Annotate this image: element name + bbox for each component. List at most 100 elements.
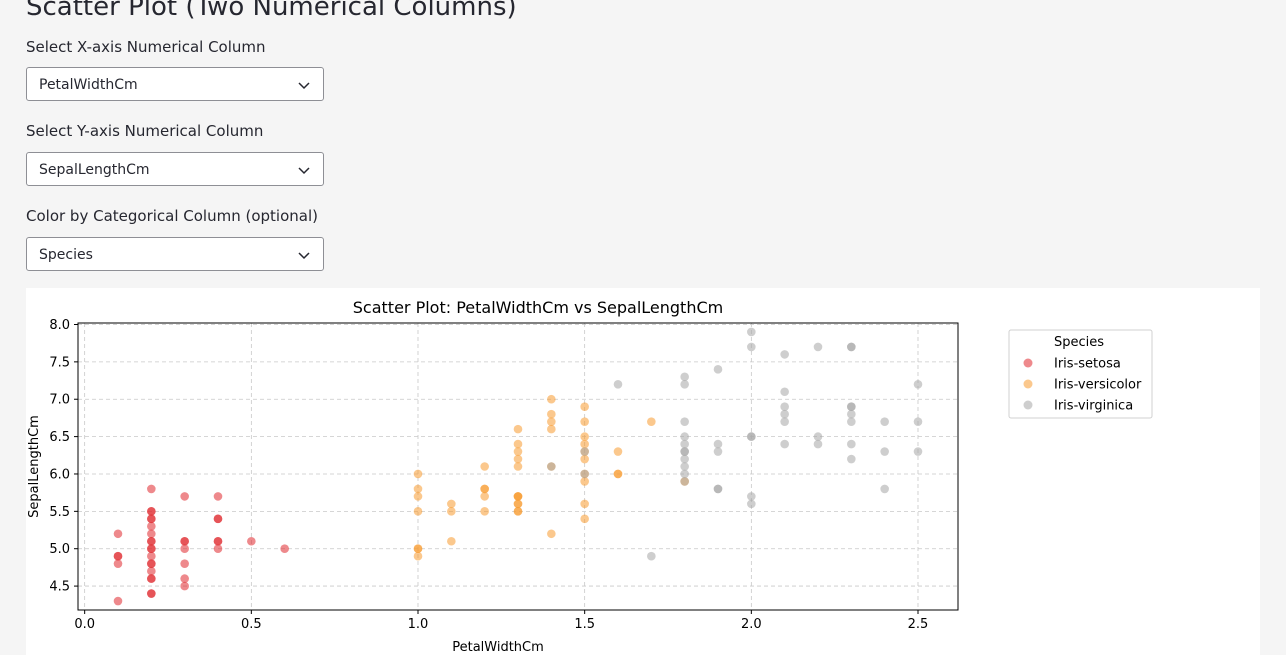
data-point	[780, 409, 789, 419]
color-select-value: Species	[39, 247, 93, 263]
data-point	[547, 394, 556, 404]
data-point	[147, 529, 156, 539]
chevron-down-icon	[298, 167, 310, 175]
scatter-chart: 0.0 0.5 1.0 1.5 2.0 2.5 4.5 5.0 5.5 6.0 6.5 7.0 7.5 8…	[27, 298, 1153, 655]
data-point	[580, 454, 589, 464]
data-point	[413, 469, 423, 479]
data-point	[413, 544, 423, 554]
data-point	[513, 447, 523, 456]
data-point	[647, 551, 656, 561]
data-point	[280, 544, 289, 554]
data-point	[680, 462, 689, 471]
data-point	[647, 417, 656, 426]
x-axis-label: PetalWidthCm	[452, 640, 544, 655]
data-point	[913, 417, 923, 426]
y-tick-label: 5.5	[49, 505, 70, 520]
x-tick-label: 1.5	[574, 617, 595, 632]
color-select-label: Color by Categorical Column (optional)	[26, 207, 318, 225]
color-by-select[interactable]: Species	[26, 237, 324, 271]
data-point	[780, 402, 789, 412]
y-tick-label: 7.0	[49, 393, 70, 408]
chart-title: Scatter Plot: PetalWidthCm vs SepalLengt…	[353, 298, 723, 317]
data-point	[580, 447, 589, 456]
y-axis-select-value: SepalLengthCm	[39, 162, 150, 178]
data-point	[847, 439, 856, 449]
data-point	[147, 521, 156, 531]
legend-marker	[1023, 379, 1033, 389]
data-point	[680, 432, 689, 441]
legend: Species Iris-setosa Iris-versicolor Iris-vi…	[1008, 329, 1153, 419]
data-point	[747, 499, 756, 509]
data-point	[680, 439, 689, 449]
data-point	[147, 551, 156, 561]
data-point	[580, 402, 589, 412]
data-point	[847, 342, 856, 352]
data-point	[547, 417, 556, 426]
data-point	[147, 559, 156, 568]
data-point	[580, 499, 589, 509]
data-point	[680, 477, 689, 486]
legend-marker	[1023, 358, 1033, 368]
x-tick-label: 2.5	[908, 617, 929, 632]
x-tick-label: 0.0	[74, 617, 95, 632]
data-point	[413, 551, 423, 561]
plot-frame	[77, 322, 959, 611]
x-axis-select[interactable]: PetalWidthCm	[26, 67, 324, 101]
data-point	[713, 447, 723, 456]
data-point	[880, 484, 889, 494]
data-point	[513, 424, 523, 434]
data-point	[713, 439, 723, 449]
data-point	[580, 439, 589, 449]
data-point	[780, 417, 789, 426]
y-tick-label: 6.5	[49, 430, 70, 445]
x-axis-select-value: PetalWidthCm	[39, 77, 138, 93]
data-point	[680, 469, 689, 479]
data-point	[780, 350, 789, 359]
data-point	[580, 469, 589, 479]
data-point	[680, 417, 689, 426]
data-point	[447, 536, 456, 546]
data-point	[113, 529, 123, 539]
page-title: Scatter Plot (Two Numerical Columns)	[26, 0, 517, 22]
data-point	[847, 402, 856, 412]
data-point	[147, 536, 156, 546]
chart-panel: 0.0 0.5 1.0 1.5 2.0 2.5 4.5 5.0 5.5 6.0 6.5 7.0 7.5 8…	[26, 288, 1260, 655]
y-axis-select[interactable]: SepalLengthCm	[26, 152, 324, 186]
data-point	[680, 379, 689, 389]
data-point	[813, 439, 823, 449]
x-tick-label: 0.5	[241, 617, 262, 632]
x-axis-select-label: Select X-axis Numerical Column	[26, 38, 266, 56]
data-point	[913, 379, 923, 389]
data-point	[480, 492, 489, 501]
data-point	[913, 447, 923, 456]
x-tick-label: 1.0	[408, 617, 429, 632]
legend-marker	[1023, 400, 1033, 410]
legend-box	[1008, 329, 1153, 419]
data-point	[747, 342, 756, 352]
data-point	[547, 424, 556, 434]
data-point	[513, 462, 523, 471]
data-point	[580, 417, 589, 426]
data-point	[813, 432, 823, 441]
data-point	[180, 581, 189, 591]
data-point	[780, 439, 789, 449]
data-point	[513, 492, 523, 501]
y-tick-label: 4.5	[49, 580, 70, 595]
data-point	[247, 536, 256, 546]
data-point	[713, 484, 723, 494]
data-point	[847, 417, 856, 426]
data-point	[213, 514, 223, 524]
data-point	[680, 447, 689, 456]
data-point	[213, 536, 223, 546]
data-point	[213, 544, 223, 554]
y-tick-label: 5.0	[49, 542, 70, 557]
data-point	[780, 387, 789, 397]
x-tick-label: 2.0	[741, 617, 762, 632]
data-point	[513, 454, 523, 464]
data-point	[547, 462, 556, 471]
data-point	[113, 596, 123, 606]
data-point	[147, 514, 156, 524]
data-point	[480, 507, 489, 516]
data-point	[847, 409, 856, 419]
legend-entry-label: Iris-versicolor	[1054, 378, 1142, 393]
